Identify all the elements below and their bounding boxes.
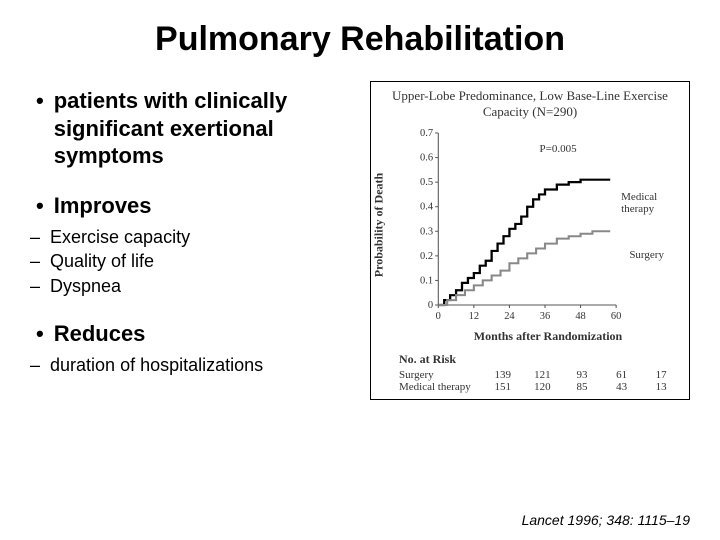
- bullet-item: • Improves –Exercise capacity –Quality o…: [30, 192, 360, 298]
- svg-text:0.3: 0.3: [420, 227, 433, 238]
- sub-bullet-text: Quality of life: [50, 249, 154, 273]
- sub-bullet-list: –duration of hospitalizations: [30, 353, 360, 377]
- svg-text:0.2: 0.2: [420, 251, 433, 262]
- dash-icon: –: [30, 249, 50, 273]
- bullet-item: • patients with clinically significant e…: [30, 87, 360, 170]
- svg-text:0.5: 0.5: [420, 178, 433, 189]
- sub-bullet-item: –Quality of life: [30, 249, 360, 273]
- risk-cell: 43: [602, 381, 642, 393]
- citation: Lancet 1996; 348: 1115–19: [522, 512, 690, 528]
- pvalue-label: P=0.005: [540, 143, 577, 155]
- risk-cell: 61: [602, 369, 642, 381]
- sub-bullet-text: Exercise capacity: [50, 225, 190, 249]
- sub-bullet-list: –Exercise capacity –Quality of life –Dys…: [30, 225, 360, 298]
- body-row: • patients with clinically significant e…: [30, 81, 690, 400]
- svg-text:0: 0: [428, 300, 433, 311]
- bullet-main: • Reduces: [30, 320, 360, 348]
- risk-table: No. at Risk Surgery 139 121 93 61 17 Med…: [399, 352, 681, 393]
- svg-text:24: 24: [504, 311, 514, 322]
- risk-cell: 139: [483, 369, 523, 381]
- svg-text:0.4: 0.4: [420, 202, 433, 213]
- bullet-text: Reduces: [54, 320, 146, 348]
- sub-bullet-text: duration of hospitalizations: [50, 353, 263, 377]
- chart-box: Upper-Lobe Predominance, Low Base-Line E…: [370, 81, 690, 400]
- dash-icon: –: [30, 225, 50, 249]
- risk-cell: 17: [641, 369, 681, 381]
- risk-cell: 121: [523, 369, 563, 381]
- chart-title: Upper-Lobe Predominance, Low Base-Line E…: [373, 88, 687, 119]
- risk-cell: 93: [562, 369, 602, 381]
- risk-cell: 13: [641, 381, 681, 393]
- sub-bullet-text: Dyspnea: [50, 274, 121, 298]
- x-axis-label: Months after Randomization: [409, 329, 687, 344]
- y-axis-label: Probability of Death: [372, 173, 387, 277]
- chart-svg: 0 0.1 0.2 0.3 0.4 0.5 0.6 0.7 0 12 24 36 48 60: [409, 125, 681, 325]
- dash-icon: –: [30, 274, 50, 298]
- risk-row-label: Medical therapy: [399, 381, 483, 393]
- legend-medical-label: Medical therapy: [621, 191, 681, 215]
- bullet-main: • Improves: [30, 192, 360, 220]
- svg-text:36: 36: [540, 311, 550, 322]
- dash-icon: –: [30, 353, 50, 377]
- bullet-item: • Reduces –duration of hospitalizations: [30, 320, 360, 378]
- plot-region: 0 0.1 0.2 0.3 0.4 0.5 0.6 0.7 0 12 24 36 48 60 P=0.00…: [409, 125, 681, 325]
- risk-cell: 85: [562, 381, 602, 393]
- risk-row: Medical therapy 151 120 85 43 13: [399, 381, 681, 393]
- risk-cell: 151: [483, 381, 523, 393]
- svg-text:0.6: 0.6: [420, 153, 433, 164]
- bullet-list: • patients with clinically significant e…: [30, 87, 360, 378]
- sub-bullet-item: –Dyspnea: [30, 274, 360, 298]
- bullet-text: patients with clinically significant exe…: [54, 87, 360, 170]
- bullet-main: • patients with clinically significant e…: [30, 87, 360, 170]
- svg-text:48: 48: [575, 311, 585, 322]
- chart-title-line-1: Upper-Lobe Predominance, Low Base-Line E…: [392, 88, 668, 103]
- chart-title-line-2: Capacity (N=290): [483, 104, 577, 119]
- svg-text:0: 0: [436, 311, 441, 322]
- sub-bullet-item: –Exercise capacity: [30, 225, 360, 249]
- chart-column: Upper-Lobe Predominance, Low Base-Line E…: [370, 81, 690, 400]
- bullet-dot-icon: •: [30, 192, 54, 220]
- bullet-dot-icon: •: [30, 87, 54, 115]
- bullet-text: Improves: [54, 192, 152, 220]
- chart-area: Probability of Death 00.10.20.30.40.50.6…: [409, 125, 681, 325]
- risk-table-title: No. at Risk: [399, 352, 681, 367]
- sub-bullet-item: –duration of hospitalizations: [30, 353, 360, 377]
- slide-title: Pulmonary Rehabilitation: [30, 20, 690, 59]
- svg-text:0.7: 0.7: [420, 128, 433, 139]
- svg-text:12: 12: [469, 311, 479, 322]
- svg-text:0.1: 0.1: [420, 276, 433, 287]
- slide: Pulmonary Rehabilitation • patients with…: [0, 0, 720, 540]
- legend-surgery-label: Surgery: [629, 249, 664, 261]
- risk-row-label: Surgery: [399, 369, 483, 381]
- risk-row: Surgery 139 121 93 61 17: [399, 369, 681, 381]
- bullet-dot-icon: •: [30, 320, 54, 348]
- text-column: • patients with clinically significant e…: [30, 81, 360, 400]
- risk-cell: 120: [523, 381, 563, 393]
- svg-text:60: 60: [611, 311, 621, 322]
